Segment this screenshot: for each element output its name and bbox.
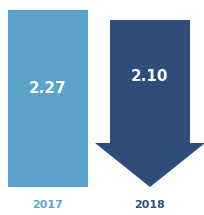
Text: 2017: 2017 [33, 200, 63, 210]
Text: 2.10: 2.10 [131, 69, 169, 84]
Text: 2.27: 2.27 [29, 81, 67, 96]
FancyBboxPatch shape [8, 10, 88, 187]
Polygon shape [95, 20, 204, 187]
Text: 2018: 2018 [135, 200, 165, 210]
